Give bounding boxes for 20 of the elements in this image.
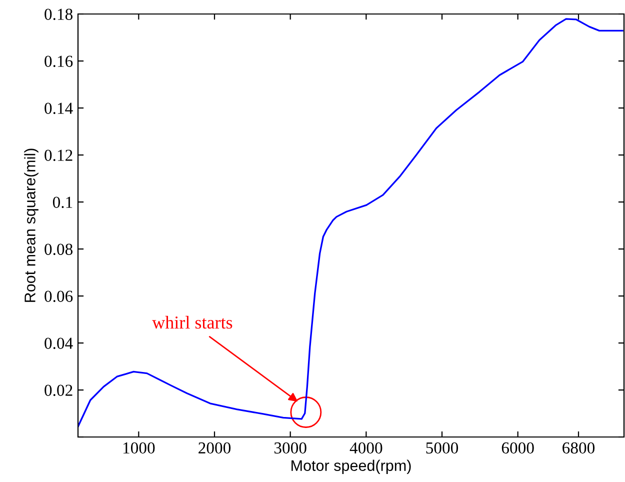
y-tick-label: 0.02 — [44, 384, 72, 396]
annotation: whirl starts — [152, 316, 232, 329]
x-tick-label: 6800 — [562, 442, 595, 454]
x-tick-label: 1000 — [123, 442, 155, 454]
line-series — [78, 18, 624, 428]
y-tick-label: 0.04 — [44, 338, 73, 350]
x-tick-label: 6000 — [502, 442, 534, 454]
y-tick-label: 0.14 — [44, 102, 73, 114]
x-tick-label: 2000 — [198, 442, 231, 454]
x-tick-label: 4000 — [350, 442, 382, 454]
y-tick-label: 0.08 — [44, 244, 73, 256]
y-tick-label: 0.18 — [44, 8, 73, 20]
x-tick-label: 5000 — [426, 442, 458, 454]
y-tick-label: 0.06 — [44, 290, 73, 302]
y-tick-label: 0.12 — [44, 150, 72, 162]
y-tick-label: 0.1 — [52, 196, 72, 208]
y-axis-title: Root mean square(mil) — [24, 148, 38, 302]
x-axis-title: Motor speed(rpm) — [292, 460, 411, 474]
y-tick-label: 0.16 — [44, 56, 73, 68]
x-tick-label: 3000 — [274, 442, 306, 454]
